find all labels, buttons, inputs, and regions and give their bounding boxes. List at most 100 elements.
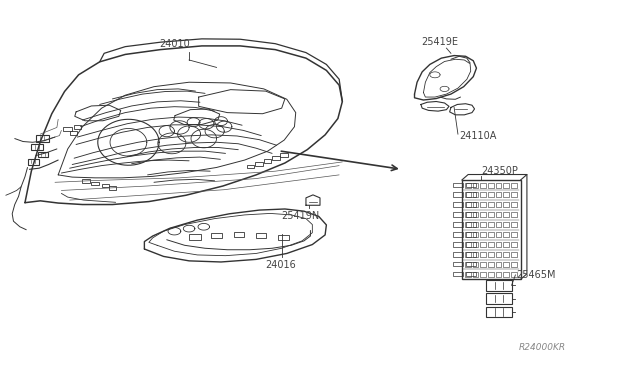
Bar bbox=[511, 183, 516, 187]
Bar bbox=[255, 162, 262, 166]
Bar bbox=[480, 212, 486, 217]
Bar bbox=[31, 144, 43, 150]
Bar bbox=[503, 183, 509, 187]
Bar bbox=[503, 192, 509, 198]
Bar bbox=[488, 242, 493, 247]
Bar bbox=[92, 182, 99, 185]
Bar bbox=[453, 212, 463, 217]
Bar bbox=[465, 183, 470, 187]
Bar bbox=[466, 262, 476, 266]
Bar bbox=[486, 307, 511, 317]
Bar bbox=[278, 235, 289, 240]
Text: 24010: 24010 bbox=[159, 39, 190, 49]
Bar bbox=[211, 233, 221, 238]
Bar bbox=[465, 192, 470, 198]
Bar bbox=[28, 158, 39, 164]
Bar bbox=[280, 153, 288, 157]
Bar bbox=[264, 159, 271, 163]
Bar bbox=[465, 242, 470, 247]
Bar bbox=[465, 232, 470, 237]
Bar bbox=[495, 202, 501, 207]
Bar bbox=[102, 184, 109, 187]
Bar bbox=[63, 127, 72, 131]
Bar bbox=[511, 272, 516, 277]
Bar bbox=[486, 294, 511, 304]
Bar bbox=[466, 252, 476, 257]
Bar bbox=[480, 232, 486, 237]
Bar bbox=[472, 232, 478, 237]
Bar bbox=[503, 202, 509, 207]
Bar bbox=[453, 222, 463, 227]
Bar bbox=[480, 222, 486, 227]
Bar bbox=[503, 272, 509, 277]
Bar bbox=[495, 262, 501, 267]
Bar bbox=[511, 192, 516, 198]
Bar bbox=[74, 125, 81, 129]
Bar bbox=[488, 183, 493, 187]
Bar bbox=[472, 262, 478, 267]
Bar bbox=[488, 202, 493, 207]
Bar bbox=[511, 202, 516, 207]
Bar bbox=[453, 232, 463, 237]
Bar bbox=[472, 202, 478, 207]
Bar bbox=[466, 222, 476, 227]
Bar bbox=[272, 156, 280, 160]
Bar bbox=[453, 192, 463, 197]
Bar bbox=[486, 280, 511, 291]
Bar bbox=[511, 252, 516, 257]
Bar bbox=[466, 202, 476, 207]
Bar bbox=[466, 242, 476, 247]
Text: 24350P: 24350P bbox=[481, 166, 518, 176]
Text: 25419E: 25419E bbox=[422, 37, 458, 46]
Bar bbox=[472, 252, 478, 257]
Bar bbox=[511, 242, 516, 247]
Bar bbox=[472, 272, 478, 277]
Bar bbox=[488, 222, 493, 227]
Bar bbox=[495, 183, 501, 187]
Bar bbox=[488, 232, 493, 237]
Bar bbox=[488, 192, 493, 198]
Bar bbox=[480, 192, 486, 198]
Text: 25465M: 25465M bbox=[516, 270, 556, 280]
Bar bbox=[466, 272, 476, 276]
Text: R24000KR: R24000KR bbox=[519, 343, 566, 352]
Bar bbox=[466, 212, 476, 217]
Bar bbox=[453, 242, 463, 247]
Bar bbox=[503, 212, 509, 217]
Bar bbox=[70, 131, 77, 135]
Bar bbox=[472, 192, 478, 198]
Bar bbox=[453, 202, 463, 207]
Bar bbox=[83, 179, 90, 183]
Bar bbox=[495, 252, 501, 257]
Bar bbox=[495, 232, 501, 237]
Bar bbox=[472, 212, 478, 217]
Bar bbox=[480, 272, 486, 277]
Bar bbox=[465, 272, 470, 277]
Text: 24110A: 24110A bbox=[460, 131, 497, 141]
Bar bbox=[465, 222, 470, 227]
Bar bbox=[488, 212, 493, 217]
Bar bbox=[466, 183, 476, 187]
Bar bbox=[472, 222, 478, 227]
Bar bbox=[465, 262, 470, 267]
Bar bbox=[465, 212, 470, 217]
Bar bbox=[466, 232, 476, 237]
Bar bbox=[503, 232, 509, 237]
Text: 25419N: 25419N bbox=[282, 211, 320, 221]
Bar bbox=[189, 234, 200, 240]
Bar bbox=[256, 233, 266, 238]
Bar bbox=[495, 212, 501, 217]
Bar bbox=[480, 202, 486, 207]
Bar bbox=[488, 262, 493, 267]
Bar bbox=[453, 262, 463, 266]
Bar bbox=[234, 232, 244, 237]
Bar bbox=[246, 164, 254, 168]
Bar bbox=[503, 252, 509, 257]
Bar bbox=[453, 183, 463, 187]
Bar bbox=[480, 242, 486, 247]
Bar bbox=[495, 272, 501, 277]
Bar bbox=[466, 192, 476, 197]
Bar bbox=[495, 242, 501, 247]
Bar bbox=[511, 262, 516, 267]
Bar bbox=[480, 262, 486, 267]
